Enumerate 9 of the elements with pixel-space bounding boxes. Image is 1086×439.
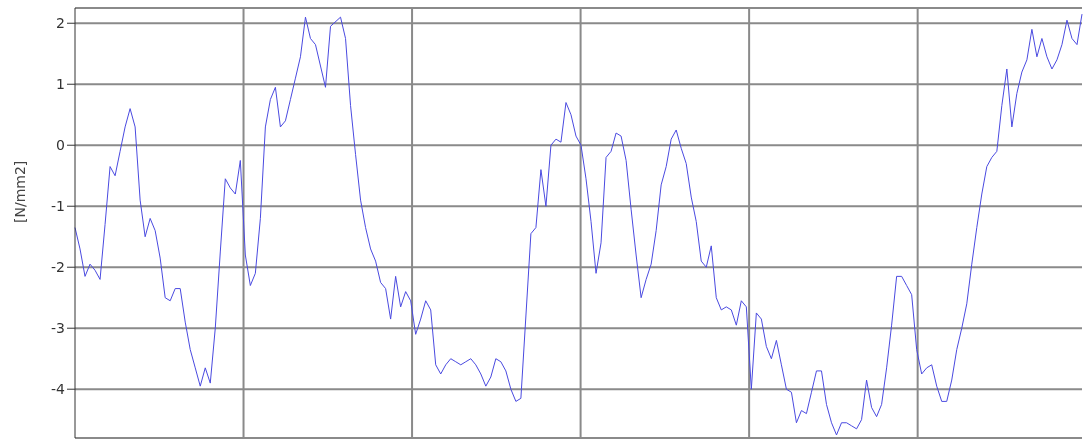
y-tick-label: -4: [51, 381, 66, 398]
line-series: [74, 13, 1083, 436]
y-axis-title: [N/mm2]: [11, 160, 28, 223]
y-tick-label: 2: [56, 15, 65, 32]
y-tick-label: 1: [56, 76, 65, 93]
y-tick-label: -1: [51, 198, 65, 215]
y-tick-label: -3: [51, 320, 65, 337]
y-tick-label: 0: [56, 137, 65, 154]
y-tick-label: -2: [51, 259, 65, 276]
